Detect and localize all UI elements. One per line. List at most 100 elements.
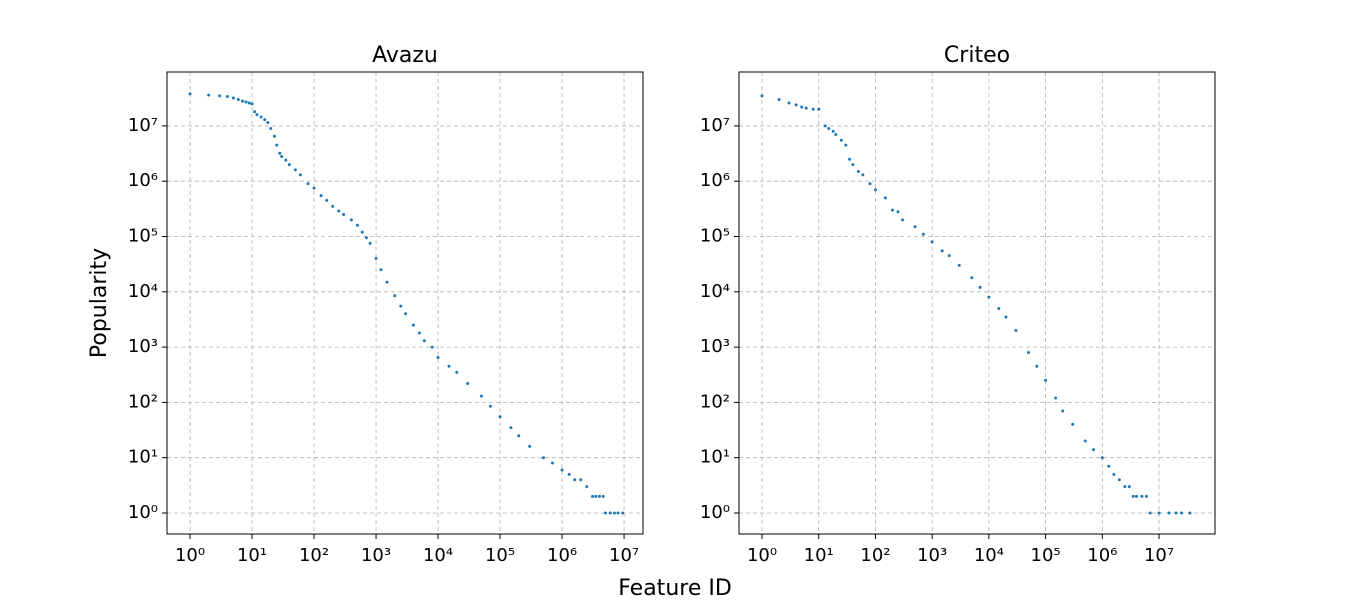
x-tick-label: 10⁰: [175, 545, 205, 566]
x-tick-label: 10³: [917, 545, 947, 566]
point: [455, 370, 459, 374]
point: [804, 106, 808, 110]
point: [597, 494, 601, 498]
point: [225, 95, 229, 99]
y-tick-label: 10¹: [128, 447, 158, 468]
point: [436, 355, 440, 359]
point: [498, 415, 502, 419]
point: [240, 99, 244, 103]
point: [794, 103, 798, 107]
point: [591, 494, 595, 498]
point: [231, 96, 235, 100]
y-tick-label: 10³: [700, 336, 730, 357]
point: [422, 339, 426, 343]
point: [255, 113, 259, 117]
y-tick-label: 10⁵: [128, 226, 158, 247]
x-tick-label: 10⁰: [747, 545, 777, 566]
x-tick-label: 10¹: [237, 545, 267, 566]
point: [603, 511, 607, 515]
point: [306, 182, 310, 186]
point: [517, 434, 521, 438]
point: [883, 196, 887, 200]
point: [360, 230, 364, 234]
point: [528, 444, 532, 448]
point: [811, 107, 815, 111]
point: [621, 511, 625, 515]
point: [509, 426, 513, 430]
point: [325, 198, 329, 202]
point: [293, 168, 297, 172]
point: [760, 94, 764, 98]
point: [218, 94, 222, 98]
point: [612, 511, 616, 515]
point: [287, 163, 291, 167]
y-tick-label: 10¹: [700, 447, 730, 468]
point: [244, 100, 248, 104]
point: [1014, 328, 1018, 332]
point: [987, 295, 991, 299]
point: [868, 182, 872, 186]
point: [579, 478, 583, 482]
point: [585, 485, 589, 489]
point: [1134, 494, 1138, 498]
point: [940, 249, 944, 253]
point: [1167, 511, 1171, 515]
point: [573, 478, 577, 482]
point: [1180, 511, 1184, 515]
point: [188, 92, 192, 96]
point: [997, 306, 1001, 310]
point: [851, 163, 855, 167]
point: [399, 304, 403, 308]
point: [479, 394, 483, 398]
point: [891, 208, 895, 212]
point: [266, 121, 270, 125]
point: [550, 461, 554, 465]
y-tick-label: 10⁴: [128, 281, 158, 302]
point: [236, 98, 240, 102]
point: [1127, 485, 1131, 489]
point: [1117, 478, 1121, 482]
y-axis-label: Popularity: [87, 248, 112, 358]
point: [831, 129, 835, 133]
point: [385, 280, 389, 284]
point: [823, 124, 827, 128]
point: [278, 151, 282, 155]
point: [368, 241, 372, 245]
point: [1004, 315, 1008, 319]
x-axis-label: Feature ID: [618, 576, 732, 600]
point: [1188, 511, 1192, 515]
point: [616, 511, 620, 515]
point: [259, 115, 263, 119]
point: [404, 312, 408, 316]
point: [364, 236, 368, 240]
point: [1144, 494, 1148, 498]
point: [1157, 511, 1161, 515]
point: [567, 472, 571, 476]
point: [488, 404, 492, 408]
y-tick-label: 10⁰: [128, 502, 158, 523]
y-tick-label: 10⁶: [700, 170, 730, 191]
point: [280, 154, 284, 158]
point: [608, 511, 612, 515]
point: [777, 98, 781, 102]
point: [1148, 511, 1152, 515]
point: [1131, 494, 1135, 498]
point: [250, 102, 254, 106]
point: [856, 169, 860, 173]
y-tick-label: 10²: [700, 391, 730, 412]
point: [1027, 350, 1031, 354]
x-tick-label: 10⁷: [609, 545, 639, 566]
point: [411, 323, 415, 327]
point: [331, 204, 335, 208]
point: [839, 138, 843, 142]
y-tick-label: 10⁶: [128, 170, 158, 191]
point: [247, 101, 251, 105]
point: [800, 105, 804, 109]
x-tick-label: 10⁶: [1087, 545, 1117, 566]
point: [1035, 364, 1039, 368]
y-tick-label: 10³: [128, 336, 158, 357]
point: [594, 494, 598, 498]
point: [873, 188, 877, 192]
point: [342, 213, 346, 217]
